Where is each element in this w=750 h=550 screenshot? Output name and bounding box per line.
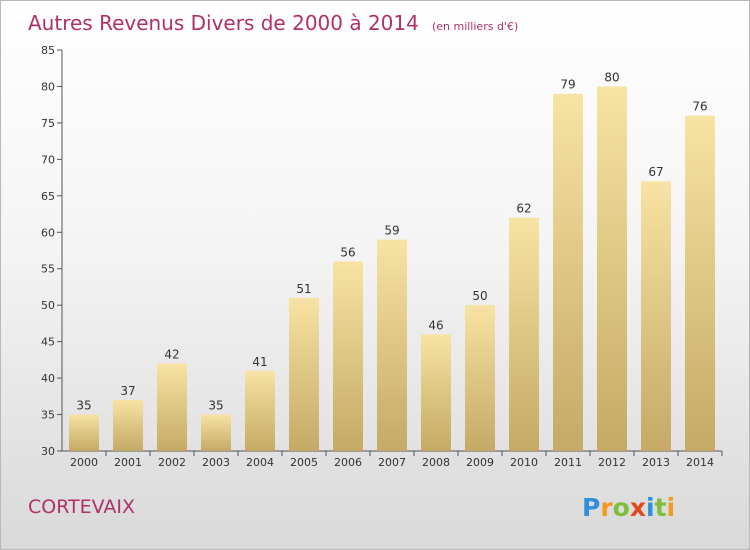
- x-tick-label-2002: 2002: [158, 456, 186, 469]
- x-tick-label-2000: 2000: [70, 456, 98, 469]
- chart-title-group: Autres Revenus Divers de 2000 à 2014 (en…: [28, 11, 518, 35]
- y-tick-label: 75: [41, 117, 55, 130]
- data-label-2014: 76: [692, 100, 707, 114]
- logo-letter: x: [630, 493, 646, 522]
- bar-2012: [597, 86, 627, 452]
- data-label-2011: 79: [560, 78, 575, 92]
- data-label-2010: 62: [516, 202, 531, 216]
- y-tick-label: 85: [41, 44, 55, 57]
- data-label-2005: 51: [296, 282, 311, 296]
- proxiti-logo: Proxiti: [582, 493, 675, 522]
- bar-2005: [289, 297, 319, 451]
- data-label-2006: 56: [340, 245, 355, 259]
- y-tick-label: 40: [41, 372, 55, 385]
- x-tick-label-2012: 2012: [598, 456, 626, 469]
- y-tick-label: 80: [41, 80, 55, 93]
- y-tick-label: 60: [41, 226, 55, 239]
- bar-2009: [465, 305, 495, 451]
- chart-subtitle: (en milliers d'€): [432, 20, 518, 33]
- x-tick-label-2004: 2004: [246, 456, 274, 469]
- x-tick-label-2007: 2007: [378, 456, 406, 469]
- data-label-2007: 59: [384, 224, 399, 238]
- y-tick-label: 70: [41, 153, 55, 166]
- y-tick-label: 65: [41, 190, 55, 203]
- x-tick-label-2009: 2009: [466, 456, 494, 469]
- data-label-2013: 67: [648, 165, 663, 179]
- logo-letter: P: [582, 493, 600, 522]
- data-label-2000: 35: [76, 399, 91, 413]
- bars: [69, 86, 715, 452]
- bar-2014: [685, 115, 715, 452]
- bar-2004: [245, 370, 275, 451]
- x-tick-label-2013: 2013: [642, 456, 670, 469]
- logo-letter: i: [646, 493, 655, 522]
- x-tick-label-2010: 2010: [510, 456, 538, 469]
- bar-2010: [509, 217, 539, 451]
- data-label-2009: 50: [472, 289, 487, 303]
- logo-letter: i: [667, 493, 676, 522]
- logo-letter: t: [655, 493, 667, 522]
- bar-2001: [113, 399, 143, 451]
- logo-letter: r: [600, 493, 613, 522]
- y-tick-label: 30: [41, 445, 55, 458]
- y-tick-label: 45: [41, 336, 55, 349]
- bar-2011: [553, 93, 583, 451]
- bar-2002: [157, 363, 187, 451]
- x-tick-label-2014: 2014: [686, 456, 714, 469]
- x-tick-label-2001: 2001: [114, 456, 142, 469]
- x-tick-labels: 2000 2001 2002 2003 2004 2005 2006 2007 2008 2009…: [70, 451, 723, 469]
- chart-title: Autres Revenus Divers de 2000 à 2014: [28, 11, 419, 35]
- logo-letter: o: [613, 493, 630, 522]
- data-labels: 35 37 42 35 41 51 56 59 46 50 62 79 80 67 76: [76, 70, 707, 412]
- data-label-2001: 37: [120, 384, 135, 398]
- bar-2013: [641, 181, 671, 451]
- x-tick-label-2005: 2005: [290, 456, 318, 469]
- y-tick-label: 35: [41, 409, 55, 422]
- data-label-2004: 41: [252, 355, 267, 369]
- bar-2000: [69, 414, 99, 451]
- y-tick-label: 55: [41, 263, 55, 276]
- data-label-2008: 46: [428, 318, 443, 332]
- data-label-2002: 42: [164, 348, 179, 362]
- bar-2007: [377, 239, 407, 451]
- commune-name: CORTEVAIX: [28, 496, 135, 518]
- y-tick-label: 50: [41, 299, 55, 312]
- bar-2003: [201, 414, 231, 451]
- bar-2008: [421, 334, 451, 451]
- bar-2006: [333, 261, 363, 451]
- data-label-2003: 35: [208, 399, 223, 413]
- data-label-2012: 80: [604, 70, 619, 84]
- x-tick-label-2006: 2006: [334, 456, 362, 469]
- x-tick-label-2011: 2011: [554, 456, 582, 469]
- x-tick-label-2008: 2008: [422, 456, 450, 469]
- x-tick-label-2003: 2003: [202, 456, 230, 469]
